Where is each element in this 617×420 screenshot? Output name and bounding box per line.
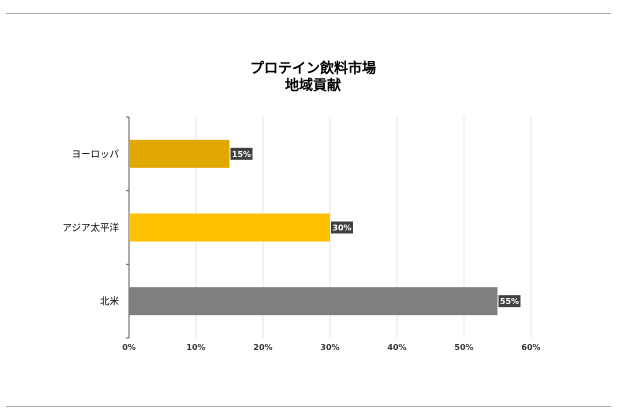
x-tick-label: 20% bbox=[253, 343, 272, 352]
top-divider bbox=[6, 13, 611, 14]
x-tick-label: 30% bbox=[320, 343, 339, 352]
x-tick-label: 60% bbox=[521, 343, 540, 352]
x-tick-label: 50% bbox=[454, 343, 473, 352]
chart-title: プロテイン飲料市場 地域貢献 bbox=[250, 60, 376, 94]
x-tick-label: 40% bbox=[387, 343, 406, 352]
x-tick-label: 0% bbox=[122, 343, 136, 352]
bar bbox=[129, 287, 498, 316]
category-label: 北米 bbox=[100, 296, 120, 308]
bar bbox=[129, 213, 330, 242]
chart-title-line-2: 地域貢献 bbox=[285, 77, 341, 94]
category-label: ヨーロッパ bbox=[71, 149, 119, 160]
data-label-box bbox=[331, 221, 353, 234]
chart-title-line-1: プロテイン飲料市場 bbox=[250, 60, 376, 77]
data-label: 30% bbox=[332, 224, 351, 233]
data-label: 55% bbox=[500, 297, 519, 306]
axes bbox=[126, 116, 130, 339]
x-tick-label: 10% bbox=[186, 343, 205, 352]
data-label-box bbox=[230, 147, 253, 160]
data-label: 15% bbox=[232, 150, 251, 159]
bottom-divider bbox=[6, 406, 611, 407]
bars bbox=[129, 139, 498, 316]
bar bbox=[129, 139, 230, 168]
data-label-box bbox=[498, 295, 521, 308]
category-label: アジア太平洋 bbox=[62, 222, 119, 234]
labels: 0% 10% 20% 30% 40% 50% 60% ヨーロッパ 15% アジア太平洋 30% 北米 5… bbox=[62, 147, 541, 352]
